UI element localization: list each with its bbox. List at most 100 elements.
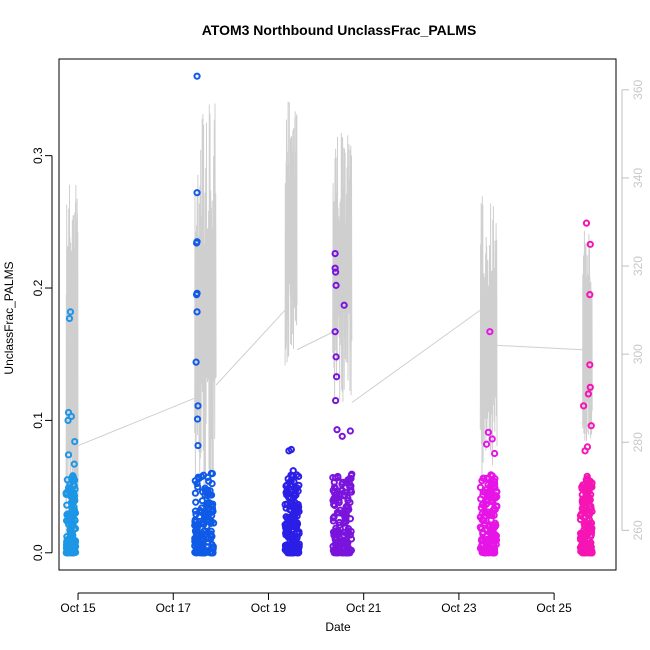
data-point (332, 281, 340, 289)
data-point (193, 549, 201, 557)
data-point (192, 533, 200, 542)
altitude-connector (296, 331, 333, 351)
data-point (64, 416, 72, 425)
data-point (293, 484, 301, 492)
data-point (333, 539, 341, 547)
data-point (332, 549, 340, 557)
x-tick-label: Oct 25 (536, 601, 572, 615)
data-point (347, 535, 356, 543)
data-point (288, 502, 296, 510)
data-point (71, 497, 79, 505)
data-point (489, 507, 497, 515)
data-point (477, 536, 486, 545)
data-point (65, 520, 73, 529)
data-point (197, 542, 205, 551)
data-point (282, 504, 290, 512)
data-point (490, 482, 499, 490)
data-point (482, 526, 491, 534)
data-point (476, 544, 485, 552)
data-point (347, 471, 355, 480)
data-point (66, 308, 75, 316)
data-point (332, 524, 340, 532)
data-point (334, 472, 342, 481)
data-point (578, 504, 586, 513)
data-point (208, 540, 216, 549)
y2-tick-label: 280 (631, 432, 645, 452)
y2-tick-label: 340 (631, 168, 645, 188)
data-point (491, 475, 499, 483)
data-point (481, 549, 489, 557)
data-point (207, 491, 216, 499)
plot-frame (58, 58, 617, 571)
data-point (71, 476, 79, 484)
data-point (579, 495, 587, 503)
altitude-connector (496, 344, 583, 351)
data-point (478, 477, 486, 485)
data-point (491, 449, 499, 458)
altitude-connector (351, 309, 481, 404)
data-point (577, 532, 586, 541)
data-point (582, 549, 590, 557)
data-point (294, 549, 302, 557)
data-point (193, 189, 201, 197)
data-point (191, 489, 199, 497)
y2-tick-label: 260 (631, 520, 645, 540)
data-point (62, 490, 70, 498)
data-point (484, 428, 493, 436)
x-tick-label: Oct 15 (60, 601, 96, 615)
data-point (71, 524, 80, 533)
data-point (492, 521, 500, 530)
data-point (201, 549, 209, 557)
data-point (331, 264, 339, 272)
y2-tick-label: 320 (631, 256, 645, 276)
data-point (286, 494, 295, 503)
data-point (331, 396, 340, 405)
data-point (200, 531, 208, 539)
data-point (329, 497, 337, 505)
data-point (582, 219, 591, 227)
data-point (490, 540, 498, 548)
x-tick-label: Oct 23 (441, 601, 477, 615)
data-point (333, 508, 342, 516)
data-point (192, 498, 200, 506)
altitude-segment (582, 230, 593, 442)
data-point (347, 482, 355, 490)
altitude-trace (65, 101, 593, 540)
data-point (204, 473, 212, 482)
data-point (331, 328, 339, 336)
data-point (344, 528, 352, 536)
data-point (347, 474, 355, 483)
data-point (486, 529, 495, 537)
x-tick-label: Oct 17 (156, 601, 192, 615)
data-point (586, 291, 594, 299)
altitude-segment (332, 132, 353, 402)
data-point (192, 239, 201, 247)
data-point (586, 240, 594, 248)
data-point (588, 549, 596, 557)
data-point (476, 513, 484, 521)
data-point (478, 501, 486, 509)
data-point (492, 491, 500, 500)
data-point (476, 483, 485, 492)
data-point (209, 500, 217, 508)
data-point (207, 527, 215, 535)
data-point (344, 549, 352, 557)
data-point (347, 488, 356, 496)
data-point (66, 511, 74, 519)
data-point (204, 535, 213, 543)
data-point (287, 445, 295, 454)
data-point (192, 291, 201, 299)
altitude-segment (479, 196, 498, 486)
data-point (586, 383, 594, 391)
data-point (480, 517, 488, 525)
data-point (576, 515, 585, 524)
data-point (68, 529, 76, 537)
y-tick-label: 0.1 (31, 412, 45, 429)
data-point (64, 451, 73, 459)
data-point (342, 510, 350, 518)
data-point (283, 514, 291, 522)
data-point (71, 437, 79, 446)
data-point (207, 469, 215, 477)
data-point (584, 390, 592, 398)
data-point (192, 358, 200, 366)
